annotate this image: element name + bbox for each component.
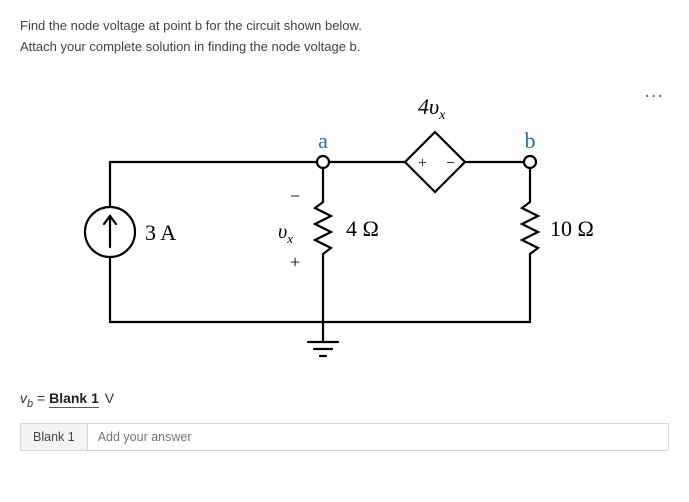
node-a-label: a bbox=[318, 128, 328, 153]
r2-label: 10 Ω bbox=[550, 216, 594, 241]
vx-label: υx bbox=[278, 221, 293, 246]
current-source-label: 3 A bbox=[145, 220, 176, 245]
dep-plus: + bbox=[418, 155, 427, 172]
vx-minus: − bbox=[290, 186, 300, 206]
instruction-line-2: Attach your complete solution in finding… bbox=[20, 37, 669, 58]
vx-plus: + bbox=[290, 252, 300, 272]
more-options-icon[interactable]: ... bbox=[644, 80, 664, 103]
dep-source-label: 4υx bbox=[418, 94, 446, 123]
vb-expression: vb = Blank 1 V bbox=[20, 390, 669, 410]
circuit-diagram: a b 3 A − + υx 4 Ω 10 Ω + − 4υx bbox=[20, 72, 640, 372]
circuit-container: ... bbox=[20, 72, 670, 372]
dep-minus: − bbox=[446, 155, 455, 172]
instruction-line-1: Find the node voltage at point b for the… bbox=[20, 16, 669, 37]
blank1-label: Blank 1 bbox=[20, 423, 88, 451]
r1-label: 4 Ω bbox=[346, 216, 379, 241]
blank1-input[interactable] bbox=[88, 423, 669, 451]
blank-placeholder: Blank 1 bbox=[49, 390, 99, 408]
node-b-label: b bbox=[525, 128, 536, 153]
